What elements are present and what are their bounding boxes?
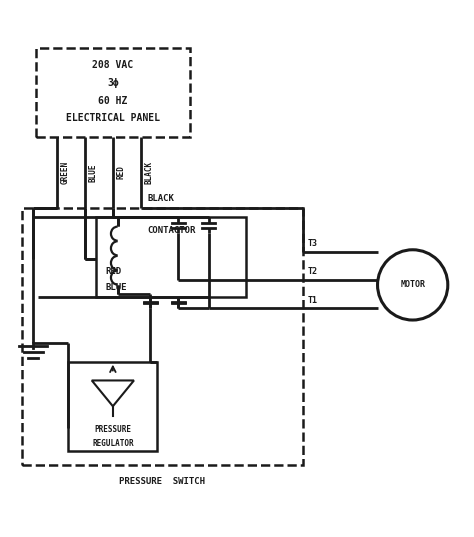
Bar <box>97 217 246 296</box>
Bar <box>68 362 157 451</box>
Text: RED: RED <box>117 165 126 179</box>
Text: T2: T2 <box>307 267 317 277</box>
Text: MOTOR: MOTOR <box>400 280 425 289</box>
Text: REGULATOR: REGULATOR <box>92 439 134 447</box>
Bar <box>36 48 190 137</box>
Text: PRESSURE: PRESSURE <box>94 425 131 434</box>
Text: ELECTRICAL PANEL: ELECTRICAL PANEL <box>66 113 160 124</box>
Text: T1: T1 <box>307 295 317 304</box>
Text: CONTACTOR: CONTACTOR <box>147 226 196 235</box>
Text: BLUE: BLUE <box>89 163 98 182</box>
Text: 3ϕ: 3ϕ <box>107 78 119 88</box>
Text: BLACK: BLACK <box>145 161 154 184</box>
Text: BLACK: BLACK <box>148 194 175 203</box>
Text: 60 HZ: 60 HZ <box>98 96 128 106</box>
Text: GREEN: GREEN <box>60 161 69 184</box>
Text: BLUE: BLUE <box>106 283 128 292</box>
Bar <box>21 208 302 465</box>
Text: T3: T3 <box>307 240 317 248</box>
Text: PRESSURE  SWITCH: PRESSURE SWITCH <box>119 477 205 486</box>
Text: RED: RED <box>106 266 122 275</box>
Text: 208 VAC: 208 VAC <box>92 60 133 70</box>
